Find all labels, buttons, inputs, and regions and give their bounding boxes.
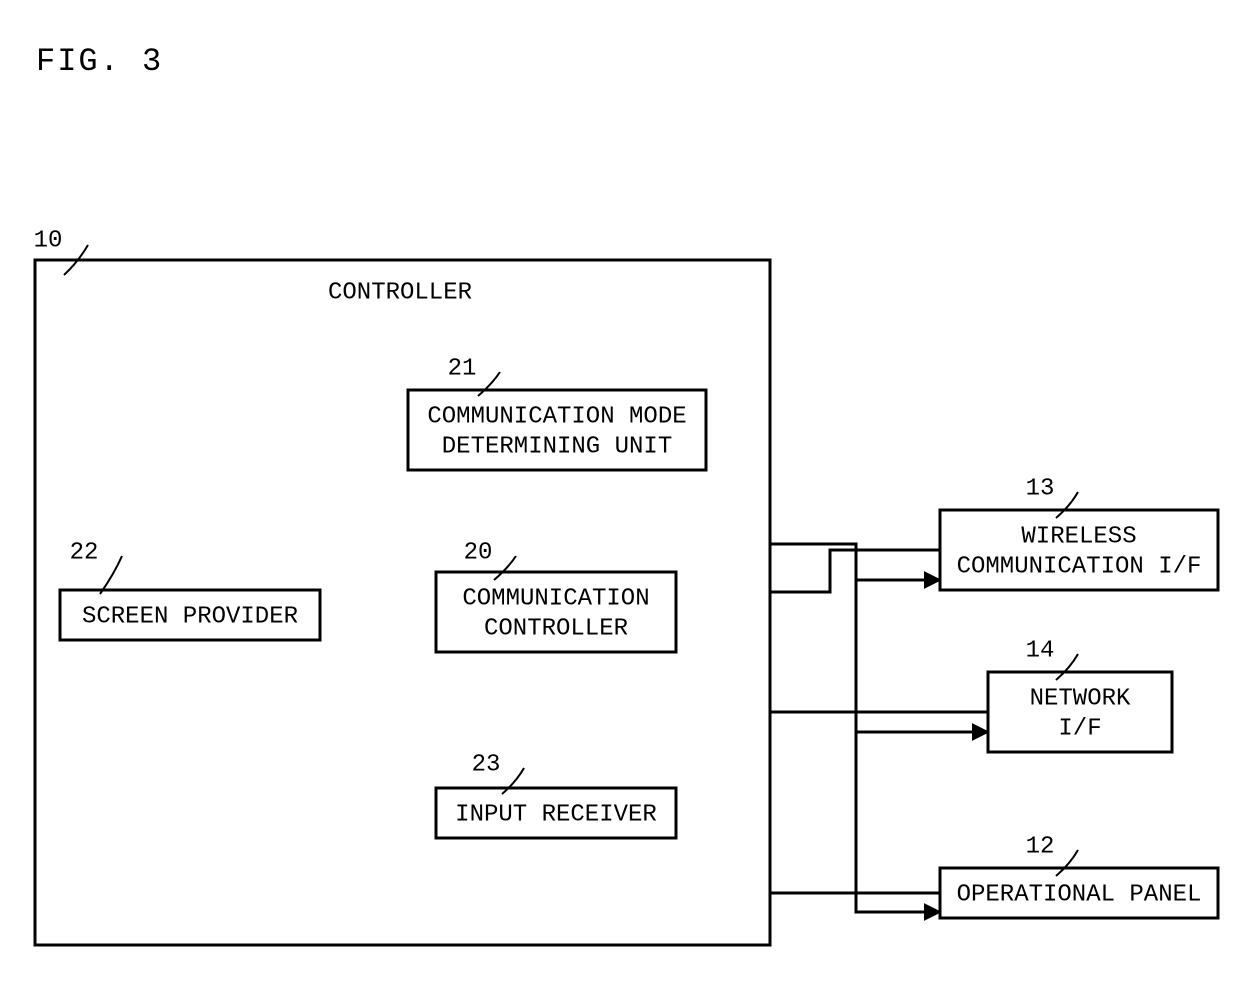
node-network-label1: NETWORK — [1030, 685, 1131, 712]
node-network-label2: I/F — [1058, 715, 1101, 742]
node-network-ref: 14 — [1026, 637, 1055, 664]
node-input_receiver-label: INPUT RECEIVER — [455, 801, 657, 828]
node-op_panel-ref: 12 — [1026, 833, 1055, 860]
node-controller-label: CONTROLLER — [328, 279, 472, 306]
node-screen_provider-ref: 22 — [70, 539, 99, 566]
node-wireless-ref: 13 — [1026, 475, 1055, 502]
node-controller-ref: 10 — [34, 227, 63, 254]
node-wireless-label2: COMMUNICATION I/F — [957, 553, 1202, 580]
node-comm_mode-label2: DETERMINING UNIT — [442, 433, 672, 460]
node-wireless-label1: WIRELESS — [1021, 523, 1136, 550]
e-ctrl-oppanel — [856, 732, 940, 912]
node-screen_provider-label: SCREEN PROVIDER — [82, 603, 298, 630]
node-comm_ctrl-label2: CONTROLLER — [484, 615, 628, 642]
node-op_panel-label: OPERATIONAL PANEL — [957, 881, 1202, 908]
node-comm_ctrl-ref: 20 — [464, 539, 493, 566]
node-comm_mode-label1: COMMUNICATION MODE — [427, 403, 686, 430]
figure-title: FIG. 3 — [36, 43, 163, 80]
e-ctrl-network — [856, 580, 988, 732]
node-comm_ctrl-label1: COMMUNICATION — [462, 585, 649, 612]
node-input_receiver-ref: 23 — [472, 751, 501, 778]
node-comm_mode-ref: 21 — [448, 355, 477, 382]
